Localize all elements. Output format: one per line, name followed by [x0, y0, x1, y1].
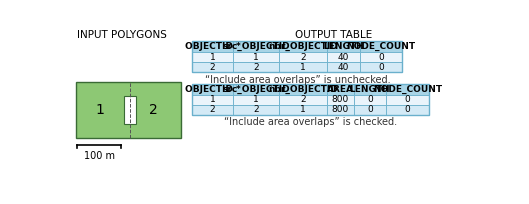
Bar — [279, 84, 327, 94]
Bar — [193, 41, 403, 72]
Bar — [233, 41, 279, 52]
Text: 100 m: 100 m — [84, 151, 115, 161]
Text: 2: 2 — [300, 53, 306, 62]
Text: 0: 0 — [367, 95, 373, 104]
Bar — [327, 105, 354, 115]
Bar — [327, 41, 360, 52]
Text: 2: 2 — [253, 105, 259, 114]
Text: “Include area overlaps” is checked.: “Include area overlaps” is checked. — [224, 117, 397, 127]
Bar — [327, 52, 360, 62]
Text: 1: 1 — [300, 63, 306, 72]
Text: 0: 0 — [405, 95, 411, 104]
Text: OBJECTID *: OBJECTID * — [185, 42, 241, 51]
Bar — [279, 41, 327, 52]
Text: 1: 1 — [253, 53, 259, 62]
Bar — [327, 94, 354, 105]
Text: 800: 800 — [332, 95, 349, 104]
Text: 0: 0 — [367, 105, 373, 114]
Bar — [354, 94, 386, 105]
Text: src_OBJECTID: src_OBJECTID — [222, 85, 290, 94]
Text: 0: 0 — [378, 53, 384, 62]
Bar — [193, 62, 233, 72]
Bar — [279, 105, 327, 115]
Bar — [386, 84, 429, 94]
Bar — [327, 62, 360, 72]
Text: 800: 800 — [332, 105, 349, 114]
Bar — [193, 84, 233, 94]
Text: INPUT POLYGONS: INPUT POLYGONS — [77, 30, 167, 40]
Bar — [354, 105, 386, 115]
Text: 40: 40 — [338, 53, 349, 62]
Bar — [193, 105, 233, 115]
Text: NODE_COUNT: NODE_COUNT — [346, 42, 416, 51]
Bar — [193, 84, 429, 115]
Text: 1: 1 — [209, 95, 215, 104]
Text: AREA: AREA — [327, 85, 354, 94]
Text: LENGTH: LENGTH — [350, 85, 390, 94]
Bar — [76, 82, 181, 138]
Text: nbr_OBJECTID: nbr_OBJECTID — [268, 85, 338, 94]
Bar — [279, 62, 327, 72]
Bar — [233, 94, 279, 105]
Text: OBJECTID *: OBJECTID * — [185, 85, 241, 94]
Text: 1: 1 — [209, 53, 215, 62]
Text: OUTPUT TABLE: OUTPUT TABLE — [295, 30, 372, 40]
Bar — [233, 52, 279, 62]
Bar — [360, 62, 403, 72]
Text: 2: 2 — [149, 103, 158, 117]
Text: 1: 1 — [95, 103, 104, 117]
Bar — [386, 94, 429, 105]
Bar — [233, 62, 279, 72]
Bar — [386, 105, 429, 115]
Bar — [354, 84, 386, 94]
Text: “Include area overlaps” is unchecked.: “Include area overlaps” is unchecked. — [205, 74, 390, 84]
Text: 0: 0 — [405, 105, 411, 114]
Bar — [233, 84, 279, 94]
Bar — [233, 105, 279, 115]
Text: LENGTH: LENGTH — [323, 42, 364, 51]
Text: nbr_OBJECTID: nbr_OBJECTID — [268, 42, 338, 51]
Bar — [124, 96, 136, 124]
Text: 2: 2 — [210, 105, 215, 114]
Text: 0: 0 — [378, 63, 384, 72]
Text: NODE_COUNT: NODE_COUNT — [373, 85, 442, 94]
Text: 1: 1 — [300, 105, 306, 114]
Bar — [360, 41, 403, 52]
Text: 1: 1 — [253, 95, 259, 104]
Bar — [193, 41, 233, 52]
Text: 40: 40 — [338, 63, 349, 72]
Text: 2: 2 — [210, 63, 215, 72]
Bar — [279, 52, 327, 62]
Bar — [193, 94, 233, 105]
Text: src_OBJECTID: src_OBJECTID — [222, 42, 290, 51]
Text: 2: 2 — [253, 63, 259, 72]
Bar — [193, 52, 233, 62]
Bar — [279, 94, 327, 105]
Text: 2: 2 — [300, 95, 306, 104]
Bar — [360, 52, 403, 62]
Bar — [327, 84, 354, 94]
